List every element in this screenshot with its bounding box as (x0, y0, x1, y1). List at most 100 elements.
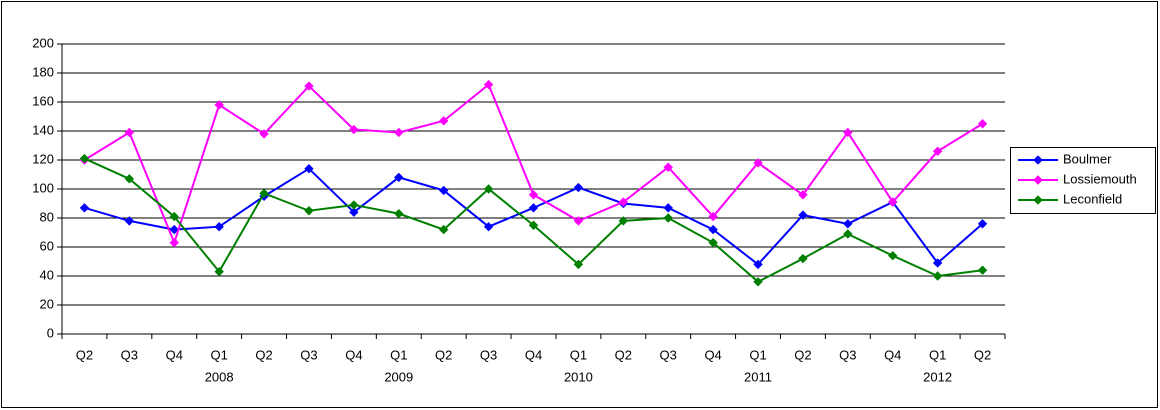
x-tick-label: Q3 (300, 347, 317, 362)
marker (259, 188, 269, 199)
marker (214, 266, 224, 277)
y-tick-label: 120 (32, 151, 54, 166)
x-tick-label: Q2 (76, 347, 93, 362)
x-tick-label: Q2 (435, 347, 452, 362)
marker (753, 259, 763, 270)
x-tick-label: Q3 (839, 347, 856, 362)
marker (798, 253, 808, 264)
y-tick-label: 20 (40, 296, 54, 311)
x-tick-label: Q2 (794, 347, 811, 362)
marker (573, 182, 584, 193)
x-group-label: 2008 (205, 369, 234, 384)
y-tick-label: 80 (40, 209, 54, 224)
marker (79, 153, 90, 164)
marker (977, 119, 988, 129)
marker (394, 127, 404, 138)
y-tick-label: 60 (40, 238, 54, 253)
marker (349, 200, 359, 210)
plot-area: 0 20 40 60 80 100 120 140 160 180 200 Q2 Q3 Q4 Q1 2008 Q… (32, 35, 1006, 384)
marker (888, 197, 898, 207)
marker (932, 258, 943, 268)
x-tick-label: Q1 (390, 347, 407, 362)
marker (483, 184, 494, 194)
marker (663, 213, 673, 223)
x-tick-label: Q4 (525, 347, 542, 362)
marker (663, 162, 673, 172)
marker (169, 237, 179, 248)
marker (169, 224, 179, 235)
y-tick-label: 40 (40, 267, 54, 282)
marker (528, 190, 539, 200)
marker (1033, 155, 1043, 165)
y-tick-label: 180 (32, 64, 54, 79)
marker (977, 219, 988, 229)
marker (214, 100, 224, 110)
marker (573, 216, 584, 226)
marker (528, 203, 539, 213)
marker (79, 203, 90, 213)
marker (304, 206, 314, 216)
x-tick-label: Q1 (570, 347, 587, 362)
legend: Boulmer Lossiemouth Leconfield (1010, 147, 1156, 214)
marker (304, 81, 314, 91)
legend-label: Leconfield (1063, 191, 1122, 206)
x-tick-label: Q3 (480, 347, 497, 362)
marker (888, 250, 898, 261)
marker (843, 127, 853, 138)
marker (214, 221, 224, 232)
marker (124, 216, 135, 226)
marker (1033, 195, 1043, 205)
x-tick-label: Q1 (210, 347, 227, 362)
x-tick-label: Q1 (929, 347, 946, 362)
x-tick-label: Q4 (884, 347, 901, 362)
marker (124, 174, 135, 184)
marker (1033, 175, 1043, 185)
marker (798, 190, 808, 200)
y-tick-label: 200 (32, 35, 54, 50)
x-tick-label: Q4 (345, 347, 362, 362)
marker (932, 146, 943, 157)
marker (663, 203, 673, 213)
marker (618, 216, 629, 226)
marker (438, 116, 449, 126)
marker (708, 237, 718, 248)
marker (259, 129, 269, 139)
x-tick-label: Q4 (704, 347, 721, 362)
marker (349, 124, 359, 135)
marker (618, 197, 629, 207)
marker (753, 277, 763, 287)
marker (843, 219, 853, 229)
x-group-label: 2012 (923, 369, 952, 384)
marker (573, 259, 584, 270)
x-group-label: 2010 (564, 369, 593, 384)
y-tick-label: 0 (47, 325, 54, 340)
x-tick-label: Q4 (166, 347, 183, 362)
marker (124, 127, 135, 138)
marker (753, 158, 763, 168)
x-group-label: 2009 (384, 369, 413, 384)
marker (798, 210, 808, 220)
marker (528, 220, 539, 230)
legend-label: Lossiemouth (1063, 171, 1137, 186)
y-tick-label: 140 (32, 122, 54, 137)
marker (708, 211, 718, 222)
marker (483, 79, 494, 90)
y-tick-label: 160 (32, 93, 54, 108)
marker (349, 207, 359, 217)
x-tick-label: Q3 (121, 347, 138, 362)
marker (843, 229, 853, 239)
x-tick-label: Q1 (749, 347, 766, 362)
x-tick-label: Q3 (660, 347, 677, 362)
legend-label: Boulmer (1063, 151, 1112, 166)
marker (708, 224, 718, 235)
marker (932, 271, 943, 281)
y-tick-label: 100 (32, 180, 54, 195)
marker (394, 208, 404, 219)
marker (977, 265, 988, 275)
marker (483, 221, 494, 232)
marker (394, 172, 404, 183)
marker (438, 224, 449, 235)
x-tick-label: Q2 (255, 347, 272, 362)
marker (438, 185, 449, 196)
